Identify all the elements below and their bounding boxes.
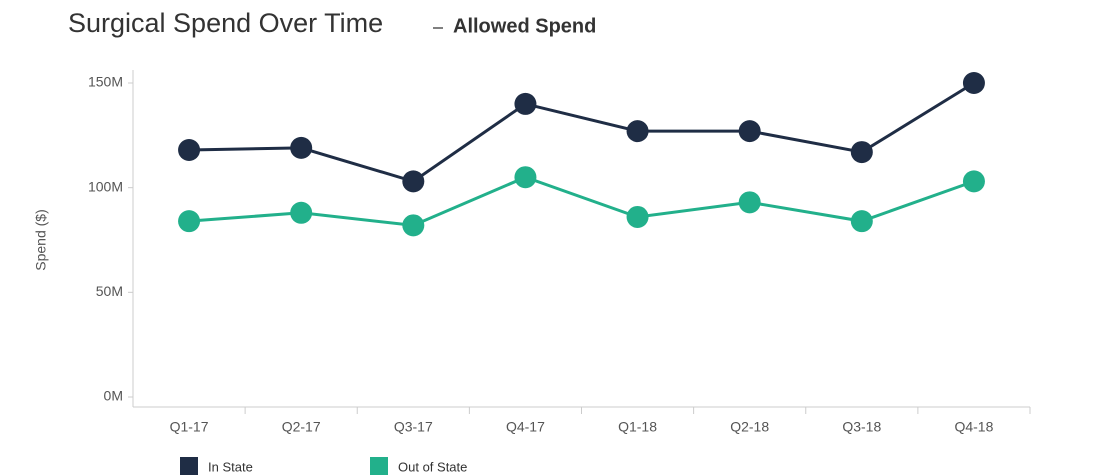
data-point [402, 170, 425, 193]
data-point [626, 120, 649, 143]
y-tick-label: 150M [88, 74, 123, 90]
series-line [188, 175, 975, 227]
y-tick-label: 50M [96, 283, 123, 299]
legend-label: In State [208, 459, 253, 474]
x-tick-label: Q3-18 [842, 419, 881, 435]
data-point [626, 205, 649, 228]
data-point [178, 210, 201, 233]
legend-swatch [370, 457, 388, 475]
x-tick-label: Q1-18 [618, 419, 657, 435]
data-point [290, 201, 313, 224]
data-point [178, 138, 201, 161]
x-tick-label: Q4-18 [954, 419, 993, 435]
series-line [189, 81, 975, 184]
data-point [402, 214, 425, 237]
y-tick-label: 0M [104, 388, 123, 404]
data-point [962, 170, 985, 193]
data-point [290, 136, 313, 159]
data-point [738, 191, 761, 214]
data-point [962, 72, 985, 94]
data-point [850, 210, 873, 233]
x-tick-label: Q1-17 [170, 419, 209, 435]
legend-swatch [180, 457, 198, 475]
x-tick-label: Q2-18 [730, 419, 769, 435]
x-tick-label: Q4-17 [506, 419, 545, 435]
y-tick-label: 100M [88, 178, 123, 194]
y-axis-label: Spend ($) [33, 209, 49, 270]
x-tick-label: Q2-17 [282, 419, 321, 435]
data-point [850, 141, 873, 164]
chart-subtitle: Allowed Spend [453, 15, 596, 37]
data-point [514, 166, 537, 189]
x-tick-label: Q3-17 [394, 419, 433, 435]
data-point [738, 120, 761, 143]
chart-title: Surgical Spend Over Time [68, 8, 383, 38]
data-point [514, 92, 537, 115]
legend-label: Out of State [398, 459, 467, 474]
